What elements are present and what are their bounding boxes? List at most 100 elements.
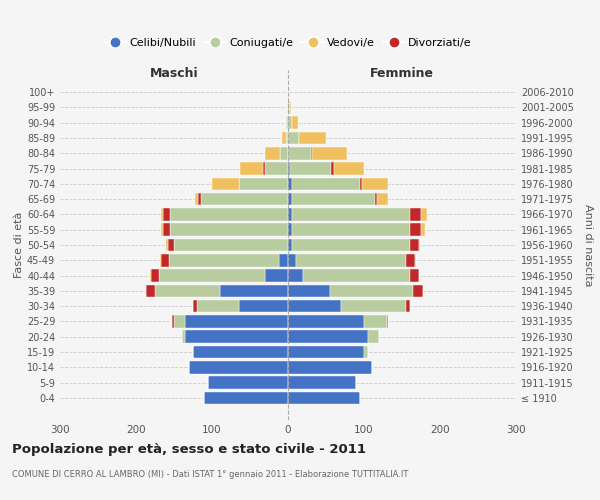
Bar: [288, 315, 364, 328]
Bar: [410, 208, 421, 220]
Bar: [303, 270, 410, 282]
Bar: [174, 238, 288, 252]
Bar: [290, 162, 331, 175]
Bar: [413, 284, 423, 297]
Bar: [292, 224, 410, 236]
Bar: [410, 224, 421, 236]
Bar: [330, 284, 413, 297]
Bar: [279, 254, 288, 266]
Bar: [362, 178, 388, 190]
Text: Maschi: Maschi: [149, 67, 199, 80]
Bar: [146, 284, 155, 297]
Bar: [182, 330, 185, 343]
Bar: [265, 270, 288, 282]
Bar: [341, 300, 406, 312]
Bar: [288, 376, 356, 389]
Bar: [288, 116, 292, 129]
Bar: [239, 300, 288, 312]
Bar: [292, 178, 360, 190]
Bar: [377, 193, 388, 205]
Bar: [194, 193, 199, 205]
Y-axis label: Anni di nascita: Anni di nascita: [583, 204, 593, 286]
Bar: [334, 162, 364, 175]
Bar: [287, 101, 288, 114]
Bar: [166, 238, 168, 252]
Bar: [415, 254, 416, 266]
Text: Popolazione per età, sesso e stato civile - 2011: Popolazione per età, sesso e stato civil…: [12, 442, 366, 456]
Bar: [288, 224, 292, 236]
Bar: [185, 330, 288, 343]
Bar: [288, 270, 303, 282]
Bar: [189, 361, 288, 374]
Bar: [160, 254, 161, 266]
Bar: [265, 162, 288, 175]
Bar: [212, 178, 239, 190]
Bar: [280, 147, 288, 160]
Bar: [290, 101, 291, 114]
Bar: [292, 193, 376, 205]
Bar: [169, 254, 279, 266]
Bar: [265, 147, 280, 160]
Bar: [288, 300, 341, 312]
Bar: [387, 315, 388, 328]
Bar: [161, 224, 163, 236]
Text: Femmine: Femmine: [370, 67, 434, 80]
Bar: [288, 193, 292, 205]
Bar: [288, 284, 330, 297]
Bar: [368, 330, 379, 343]
Bar: [376, 193, 377, 205]
Bar: [288, 147, 311, 160]
Bar: [313, 147, 347, 160]
Bar: [193, 346, 288, 358]
Bar: [197, 300, 239, 312]
Bar: [199, 193, 200, 205]
Bar: [220, 284, 288, 297]
Bar: [170, 224, 288, 236]
Bar: [205, 392, 288, 404]
Bar: [288, 392, 360, 404]
Bar: [311, 147, 313, 160]
Bar: [288, 208, 292, 220]
Bar: [331, 162, 334, 175]
Bar: [419, 238, 420, 252]
Bar: [292, 116, 298, 129]
Bar: [161, 208, 163, 220]
Bar: [163, 208, 170, 220]
Bar: [299, 132, 326, 144]
Bar: [168, 238, 174, 252]
Bar: [239, 178, 288, 190]
Y-axis label: Fasce di età: Fasce di età: [14, 212, 24, 278]
Bar: [185, 315, 288, 328]
Bar: [172, 315, 174, 328]
Bar: [288, 330, 368, 343]
Bar: [288, 132, 299, 144]
Bar: [151, 270, 159, 282]
Bar: [288, 101, 290, 114]
Bar: [406, 254, 415, 266]
Bar: [364, 315, 387, 328]
Bar: [193, 300, 197, 312]
Bar: [263, 162, 265, 175]
Text: COMUNE DI CERRO AL LAMBRO (MI) - Dati ISTAT 1° gennaio 2011 - Elaborazione TUTTI: COMUNE DI CERRO AL LAMBRO (MI) - Dati IS…: [12, 470, 409, 479]
Bar: [288, 346, 364, 358]
Bar: [174, 315, 185, 328]
Bar: [410, 238, 419, 252]
Bar: [286, 132, 288, 144]
Bar: [406, 300, 410, 312]
Legend: Celibi/Nubili, Coniugati/e, Vedovi/e, Divorziati/e: Celibi/Nubili, Coniugati/e, Vedovi/e, Di…: [100, 34, 476, 52]
Bar: [421, 224, 425, 236]
Bar: [421, 208, 427, 220]
Bar: [410, 270, 419, 282]
Bar: [288, 361, 371, 374]
Bar: [296, 254, 406, 266]
Bar: [292, 208, 410, 220]
Bar: [288, 178, 292, 190]
Bar: [282, 132, 286, 144]
Bar: [163, 224, 170, 236]
Bar: [159, 270, 265, 282]
Bar: [170, 208, 288, 220]
Bar: [364, 346, 368, 358]
Bar: [288, 254, 296, 266]
Bar: [155, 284, 220, 297]
Bar: [292, 238, 410, 252]
